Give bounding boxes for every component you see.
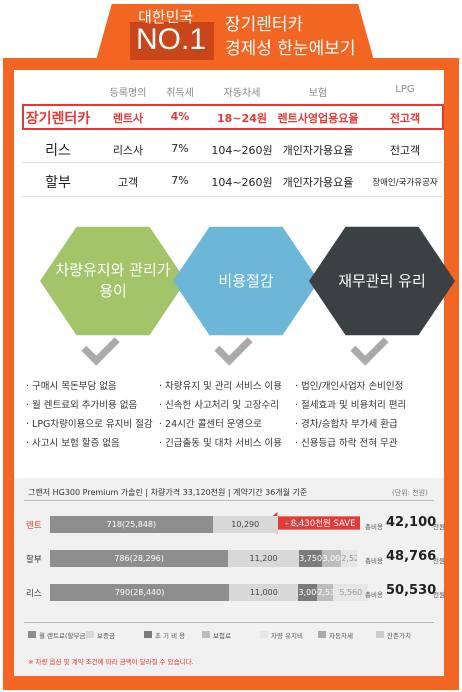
benefit-item: · 신속한 사고처리 및 고장수리 (159, 400, 279, 411)
cost-row-label: 리스 (26, 589, 42, 599)
benefit-item: · 24시간 콜센터 운영으로 (159, 419, 262, 430)
bar-segment: 718(25,848) (50, 516, 213, 533)
bar-segment: 786(28,296) (50, 550, 229, 567)
benefit-item: · 경차/승합차 부가세 환급 (295, 419, 398, 430)
table-cell: 4% (170, 110, 190, 123)
badge: NO.1 (136, 23, 207, 56)
benefit-item: · 절세효과 및 비용처리 편리 (295, 400, 407, 411)
benefit-item: · 차량유지 및 관리 서비스 이용 (159, 381, 282, 392)
badge-box (130, 22, 214, 60)
bar-segment: 3,750 (298, 550, 323, 567)
legend-label: 월 렌트료(할부금) (39, 632, 88, 640)
divider (22, 196, 442, 197)
table-cell: 7% (171, 174, 189, 187)
divider (24, 622, 434, 623)
table-cell: 104~260원 (211, 144, 273, 157)
total-label: 총비용 (365, 591, 383, 599)
table-cell: 고객 (117, 176, 139, 189)
benefit-item: · LPG차량이용으로 유지비 절감 (26, 419, 153, 430)
benefit-hexagon: 재무관리 유리 (309, 226, 455, 336)
bar-segment: 10,290 (212, 516, 278, 533)
legend-swatch (376, 631, 384, 638)
header-title: 경제성 한눈에보기 (225, 39, 356, 59)
table-header: LPG (395, 84, 415, 95)
bar-segment: 3,000 (298, 584, 318, 601)
table-cell: 렌트사영업용요율 (277, 112, 359, 125)
row-label: 장기렌터카 (25, 111, 91, 127)
total-unit: 천원 (433, 523, 445, 531)
total-label: 총비용 (365, 523, 383, 531)
table-cell: 18~24원 (217, 112, 267, 125)
bar-segment: 2,530 (317, 584, 334, 601)
total-value: 48,766 (386, 549, 437, 564)
total-value: 50,530 (386, 583, 437, 598)
benefit-item: · 신용등급 하락 전혀 무관 (295, 438, 398, 449)
cost-title: 그랜저 HG300 Premium 가솔린 | 차량가격 33,120천원 | … (28, 488, 308, 497)
cost-row-label: 할부 (26, 555, 42, 565)
table-cell: 104~260원 (211, 176, 273, 189)
table-cell: 리스사 (112, 144, 144, 157)
table-header: 자동차세 (223, 88, 261, 99)
benefit-item: · 구매시 목돈부담 없음 (26, 381, 117, 392)
cost-panel (14, 478, 444, 676)
row-label: 할부 (45, 175, 71, 191)
table-cell: 장애인/국가유공자 (372, 178, 438, 188)
total-label: 총비용 (365, 557, 383, 565)
bar-segment: 5,962 (284, 520, 308, 529)
table-cell: 렌트사 (112, 112, 144, 125)
bar-segment: 11,000 (229, 584, 299, 601)
total-unit: 천원 (433, 591, 445, 599)
bar-segment: 3,000 (322, 550, 342, 567)
legend-label: 차량 유지비 (271, 632, 303, 640)
footnote: ※ 차량 옵션 및 계약 조건에 따라 금액이 달라질 수 있습니다. (28, 658, 194, 666)
legend-swatch (202, 631, 210, 638)
legend-label: 자동차세 (329, 632, 353, 640)
table-header: 등록명의 (109, 88, 147, 99)
highlight-row (22, 104, 444, 130)
divider (24, 500, 434, 501)
row-label: 리스 (45, 143, 71, 159)
header-title: 장기렌터카 (225, 15, 304, 35)
divider (22, 162, 442, 163)
legend-label: 보험료 (213, 632, 231, 640)
legend-label: 잔존가치 (387, 632, 411, 640)
benefit-item: · 월 렌트료외 추가비용 없음 (26, 400, 138, 411)
legend-swatch (318, 631, 326, 638)
cost-unit: (단위: 천원) (392, 489, 428, 497)
legend-swatch (28, 631, 36, 638)
save-arrow (264, 512, 360, 534)
header-top: 대한민국 (138, 8, 194, 26)
total-value: 42,100 (386, 515, 437, 530)
benefit-item: · 법인/개인사업자 손비인정 (295, 381, 404, 392)
legend-swatch (260, 631, 268, 638)
table-cell: 전고객 (389, 112, 421, 125)
cost-row-label: 렌트 (26, 521, 42, 531)
table-cell: 개인자가용요율 (282, 176, 354, 189)
total-unit: 천원 (433, 557, 445, 565)
table-header: 보험 (308, 88, 328, 99)
bar-segment: 5,560 (333, 584, 369, 601)
benefit-item: · 긴급출동 및 대차 서비스 이용 (159, 438, 282, 449)
table-cell: 전고객 (389, 144, 421, 157)
table-header: 취득세 (166, 88, 194, 99)
bar-segment: 790(28,440) (50, 584, 230, 601)
benefit-item: · 사고시 보험 할증 없음 (26, 438, 120, 449)
legend-label: 보증금 (97, 632, 115, 640)
legend-swatch (144, 631, 152, 638)
save-label: - 8,430천원 SAVE (285, 519, 356, 529)
table-cell: 7% (171, 142, 189, 155)
table-cell: 개인자가용요율 (282, 144, 354, 157)
legend-label: 초 기 비 용 (155, 632, 186, 640)
bar-segment: 11,200 (228, 550, 299, 567)
bar-segment: 2,520 (341, 550, 358, 567)
legend-swatch (86, 631, 94, 638)
